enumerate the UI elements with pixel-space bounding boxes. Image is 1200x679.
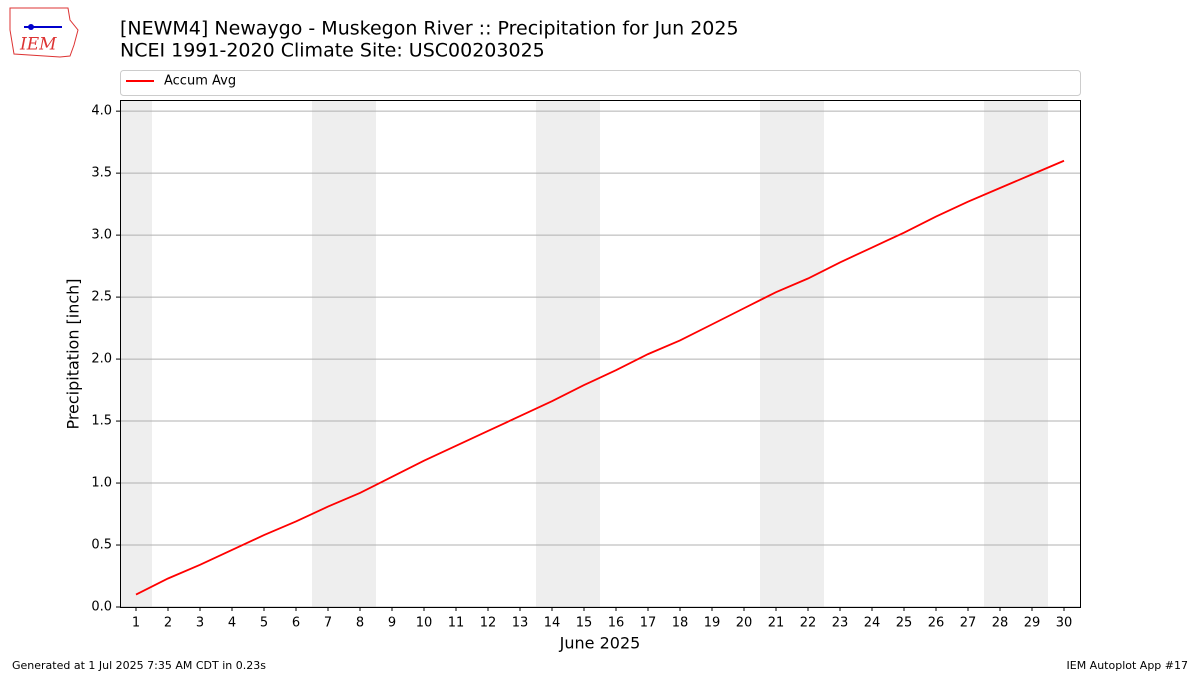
chart-subtitle: NCEI 1991-2020 Climate Site: USC00203025: [120, 40, 545, 62]
y-tick-label: 2.0: [91, 352, 112, 367]
y-tick-label: 1.0: [91, 476, 112, 491]
x-tick-label: 20: [736, 616, 753, 631]
x-tick-label: 12: [480, 616, 497, 631]
y-tick-label: 0.0: [91, 600, 112, 615]
x-tick-label: 7: [324, 616, 332, 631]
x-tick-label: 6: [292, 616, 300, 631]
legend-label: Accum Avg: [164, 74, 236, 89]
x-tick-label: 8: [356, 616, 364, 631]
footer-right: IEM Autoplot App #17: [1067, 659, 1189, 672]
x-tick-label: 10: [416, 616, 433, 631]
legend: Accum Avg: [126, 74, 236, 89]
weekend-band: [760, 100, 824, 607]
weekend-band: [536, 100, 600, 607]
footer-left: Generated at 1 Jul 2025 7:35 AM CDT in 0…: [12, 659, 266, 672]
x-tick-label: 21: [768, 616, 785, 631]
x-tick-label: 4: [228, 616, 236, 631]
y-tick-label: 1.5: [91, 414, 112, 429]
chart-title: [NEWM4] Newaygo - Muskegon River :: Prec…: [120, 18, 739, 40]
weekend-band: [984, 100, 1048, 607]
x-tick-label: 15: [576, 616, 593, 631]
x-tick-label: 5: [260, 616, 268, 631]
x-tick-label: 30: [1056, 616, 1073, 631]
x-tick-label: 16: [608, 616, 625, 631]
x-tick-label: 3: [196, 616, 204, 631]
y-tick-label: 0.5: [91, 538, 112, 553]
line: [135, 159, 1065, 596]
y-tick-label: 3.0: [91, 228, 112, 243]
weekend-band: [120, 100, 152, 607]
legend-box: [120, 70, 1081, 96]
weekend-band: [312, 100, 376, 607]
x-tick-label: 27: [960, 616, 977, 631]
x-axis-label: June 2025: [559, 634, 641, 653]
x-tick-label: 2: [164, 616, 172, 631]
x-tick-label: 28: [992, 616, 1009, 631]
x-tick-label: 18: [672, 616, 689, 631]
y-axis-label: Precipitation [inch]: [64, 278, 83, 429]
y-tick-label: 4.0: [91, 104, 112, 119]
x-tick-label: 17: [640, 616, 657, 631]
x-tick-label: 19: [704, 616, 721, 631]
x-tick-label: 25: [896, 616, 913, 631]
y-tick-label: 2.5: [91, 290, 112, 305]
x-tick-label: 26: [928, 616, 945, 631]
x-tick-label: 13: [512, 616, 529, 631]
logo-icon: [28, 24, 34, 30]
x-tick-label: 22: [800, 616, 817, 631]
y-tick-label: 3.5: [91, 166, 112, 181]
x-tick-label: 1: [132, 616, 140, 631]
logo-text: IEM: [19, 35, 57, 55]
x-tick-label: 9: [388, 616, 396, 631]
x-tick-label: 23: [832, 616, 849, 631]
x-tick-label: 29: [1024, 616, 1041, 631]
plot: [120, 110, 1080, 608]
x-tick-label: 11: [448, 616, 465, 631]
logo-outline: [9, 7, 79, 58]
x-tick-label: 24: [864, 616, 881, 631]
logo: IEM: [9, 7, 79, 58]
x-tick-label: 14: [544, 616, 561, 631]
axes-frame: [120, 100, 1081, 608]
